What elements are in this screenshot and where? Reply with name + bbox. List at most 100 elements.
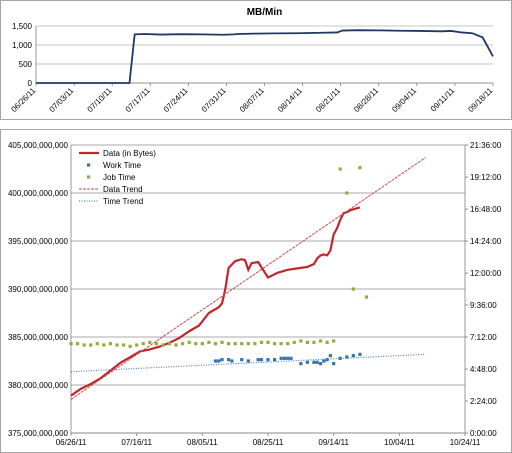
- y2-tick-label: 16:48:00: [470, 205, 502, 214]
- data-point: [325, 340, 329, 344]
- legend-label: Job Time: [103, 173, 136, 182]
- y2-tick-label: 12:00:00: [470, 269, 502, 278]
- y2-tick-label: 21:36:00: [470, 141, 502, 150]
- data-point: [167, 342, 172, 346]
- data-point: [328, 354, 332, 358]
- data-point: [345, 191, 349, 195]
- data-point: [115, 343, 119, 347]
- data-point: [266, 340, 270, 344]
- data-point: [358, 352, 362, 356]
- data-point: [246, 342, 250, 346]
- data-point: [95, 342, 99, 346]
- data-point: [89, 343, 93, 347]
- data-point: [102, 343, 106, 347]
- y-tick-label: 1,500: [12, 22, 33, 31]
- series-line: [70, 157, 426, 400]
- y-tick-label: 385,000,000,000: [8, 333, 69, 342]
- data-point: [161, 343, 165, 347]
- series-line: [36, 29, 494, 84]
- data-point: [292, 340, 296, 344]
- data-point: [233, 342, 237, 346]
- x-tick-label: 07/24/11: [162, 86, 190, 114]
- y2-tick-label: 2:24:00: [470, 397, 497, 406]
- x-tick-label: 08/28/11: [352, 86, 380, 114]
- data-point: [299, 339, 303, 343]
- y2-tick-label: 7:12:00: [470, 333, 497, 342]
- data-point: [230, 359, 234, 363]
- y-tick-label: 375,000,000,000: [8, 429, 69, 438]
- data-point: [279, 356, 283, 360]
- data-point: [325, 358, 329, 362]
- data-point: [286, 342, 290, 346]
- data-point: [227, 342, 231, 346]
- x-tick-label: 08/21/11: [314, 86, 342, 114]
- x-tick-label: 07/10/11: [86, 86, 114, 114]
- data-point: [213, 359, 218, 363]
- data-point: [364, 295, 369, 299]
- data-point: [351, 354, 355, 358]
- data-point: [194, 342, 198, 346]
- data-point: [246, 359, 250, 363]
- y-tick-label: 400,000,000,000: [8, 189, 69, 198]
- data-point: [207, 340, 211, 344]
- y-tick-label: 390,000,000,000: [8, 285, 69, 294]
- data-point: [69, 342, 73, 346]
- data-point: [338, 356, 342, 360]
- legend-label: Time Trend: [103, 197, 143, 206]
- y2-tick-label: 4:48:00: [470, 365, 497, 374]
- data-and-time-chart-svg: 375,000,000,000 380,000,000,000 385,000,00…: [8, 141, 502, 447]
- x-tick-label: 08/05/11: [187, 438, 218, 447]
- y-tick-label: 0: [28, 79, 33, 88]
- x-tick-label: 10/24/11: [450, 438, 481, 447]
- data-point: [240, 342, 244, 346]
- data-point: [322, 359, 326, 363]
- data-point: [174, 343, 178, 347]
- data-point: [181, 342, 185, 346]
- y2-tick-label: 9:36:00: [470, 301, 497, 310]
- x-tick-label: 07/31/11: [200, 86, 228, 114]
- x-tick-label: 06/26/11: [56, 438, 87, 447]
- data-point: [141, 342, 145, 346]
- data-point: [220, 340, 224, 344]
- data-point: [256, 358, 260, 362]
- data-point: [332, 362, 336, 366]
- data-point: [259, 340, 264, 344]
- data-and-time-chart: 375,000,000,000 380,000,000,000 385,000,00…: [0, 129, 512, 453]
- mb-per-min-chart: MB/Min 0 500 1,000 1,500 06/26/11 07/03/11 07/1…: [0, 0, 512, 120]
- x-tick-label: 07/17/11: [124, 86, 152, 114]
- data-point: [200, 342, 204, 346]
- data-point: [227, 358, 231, 362]
- y2-tick-label: 19:12:00: [470, 173, 502, 182]
- data-point: [312, 360, 316, 364]
- x-tick-label: 09/04/11: [390, 86, 418, 114]
- legend-label: Data Trend: [103, 185, 143, 194]
- data-point: [128, 344, 132, 348]
- x-tick-label: 09/14/11: [318, 438, 349, 447]
- legend-label: Work Time: [103, 161, 142, 170]
- legend-marker: [87, 175, 91, 179]
- x-tick-label: 08/14/11: [276, 86, 304, 114]
- x-tick-label: 06/26/11: [9, 86, 37, 114]
- data-point: [299, 362, 303, 366]
- y-tick-label: 380,000,000,000: [8, 381, 69, 390]
- data-point: [345, 355, 349, 359]
- data-point: [259, 358, 264, 362]
- legend-marker: [87, 163, 91, 167]
- y-tick-label: 395,000,000,000: [8, 237, 69, 246]
- y-tick-label: 1,000: [12, 41, 33, 50]
- y2-tick-label: 0:00:00: [470, 429, 497, 438]
- data-point: [217, 359, 221, 363]
- x-tick-label: 07/03/11: [48, 86, 76, 114]
- data-point: [220, 358, 224, 362]
- data-point: [351, 287, 355, 291]
- data-point: [289, 356, 293, 360]
- y2-tick-label: 14:24:00: [470, 237, 502, 246]
- data-point: [318, 339, 323, 343]
- data-point: [305, 360, 309, 364]
- data-point: [279, 342, 283, 346]
- data-point: [338, 167, 342, 171]
- x-tick-label: 07/16/11: [121, 438, 152, 447]
- data-point: [272, 342, 277, 346]
- legend-label: Data (in Bytes): [103, 149, 156, 158]
- x-tick-label: 10/04/11: [384, 438, 415, 447]
